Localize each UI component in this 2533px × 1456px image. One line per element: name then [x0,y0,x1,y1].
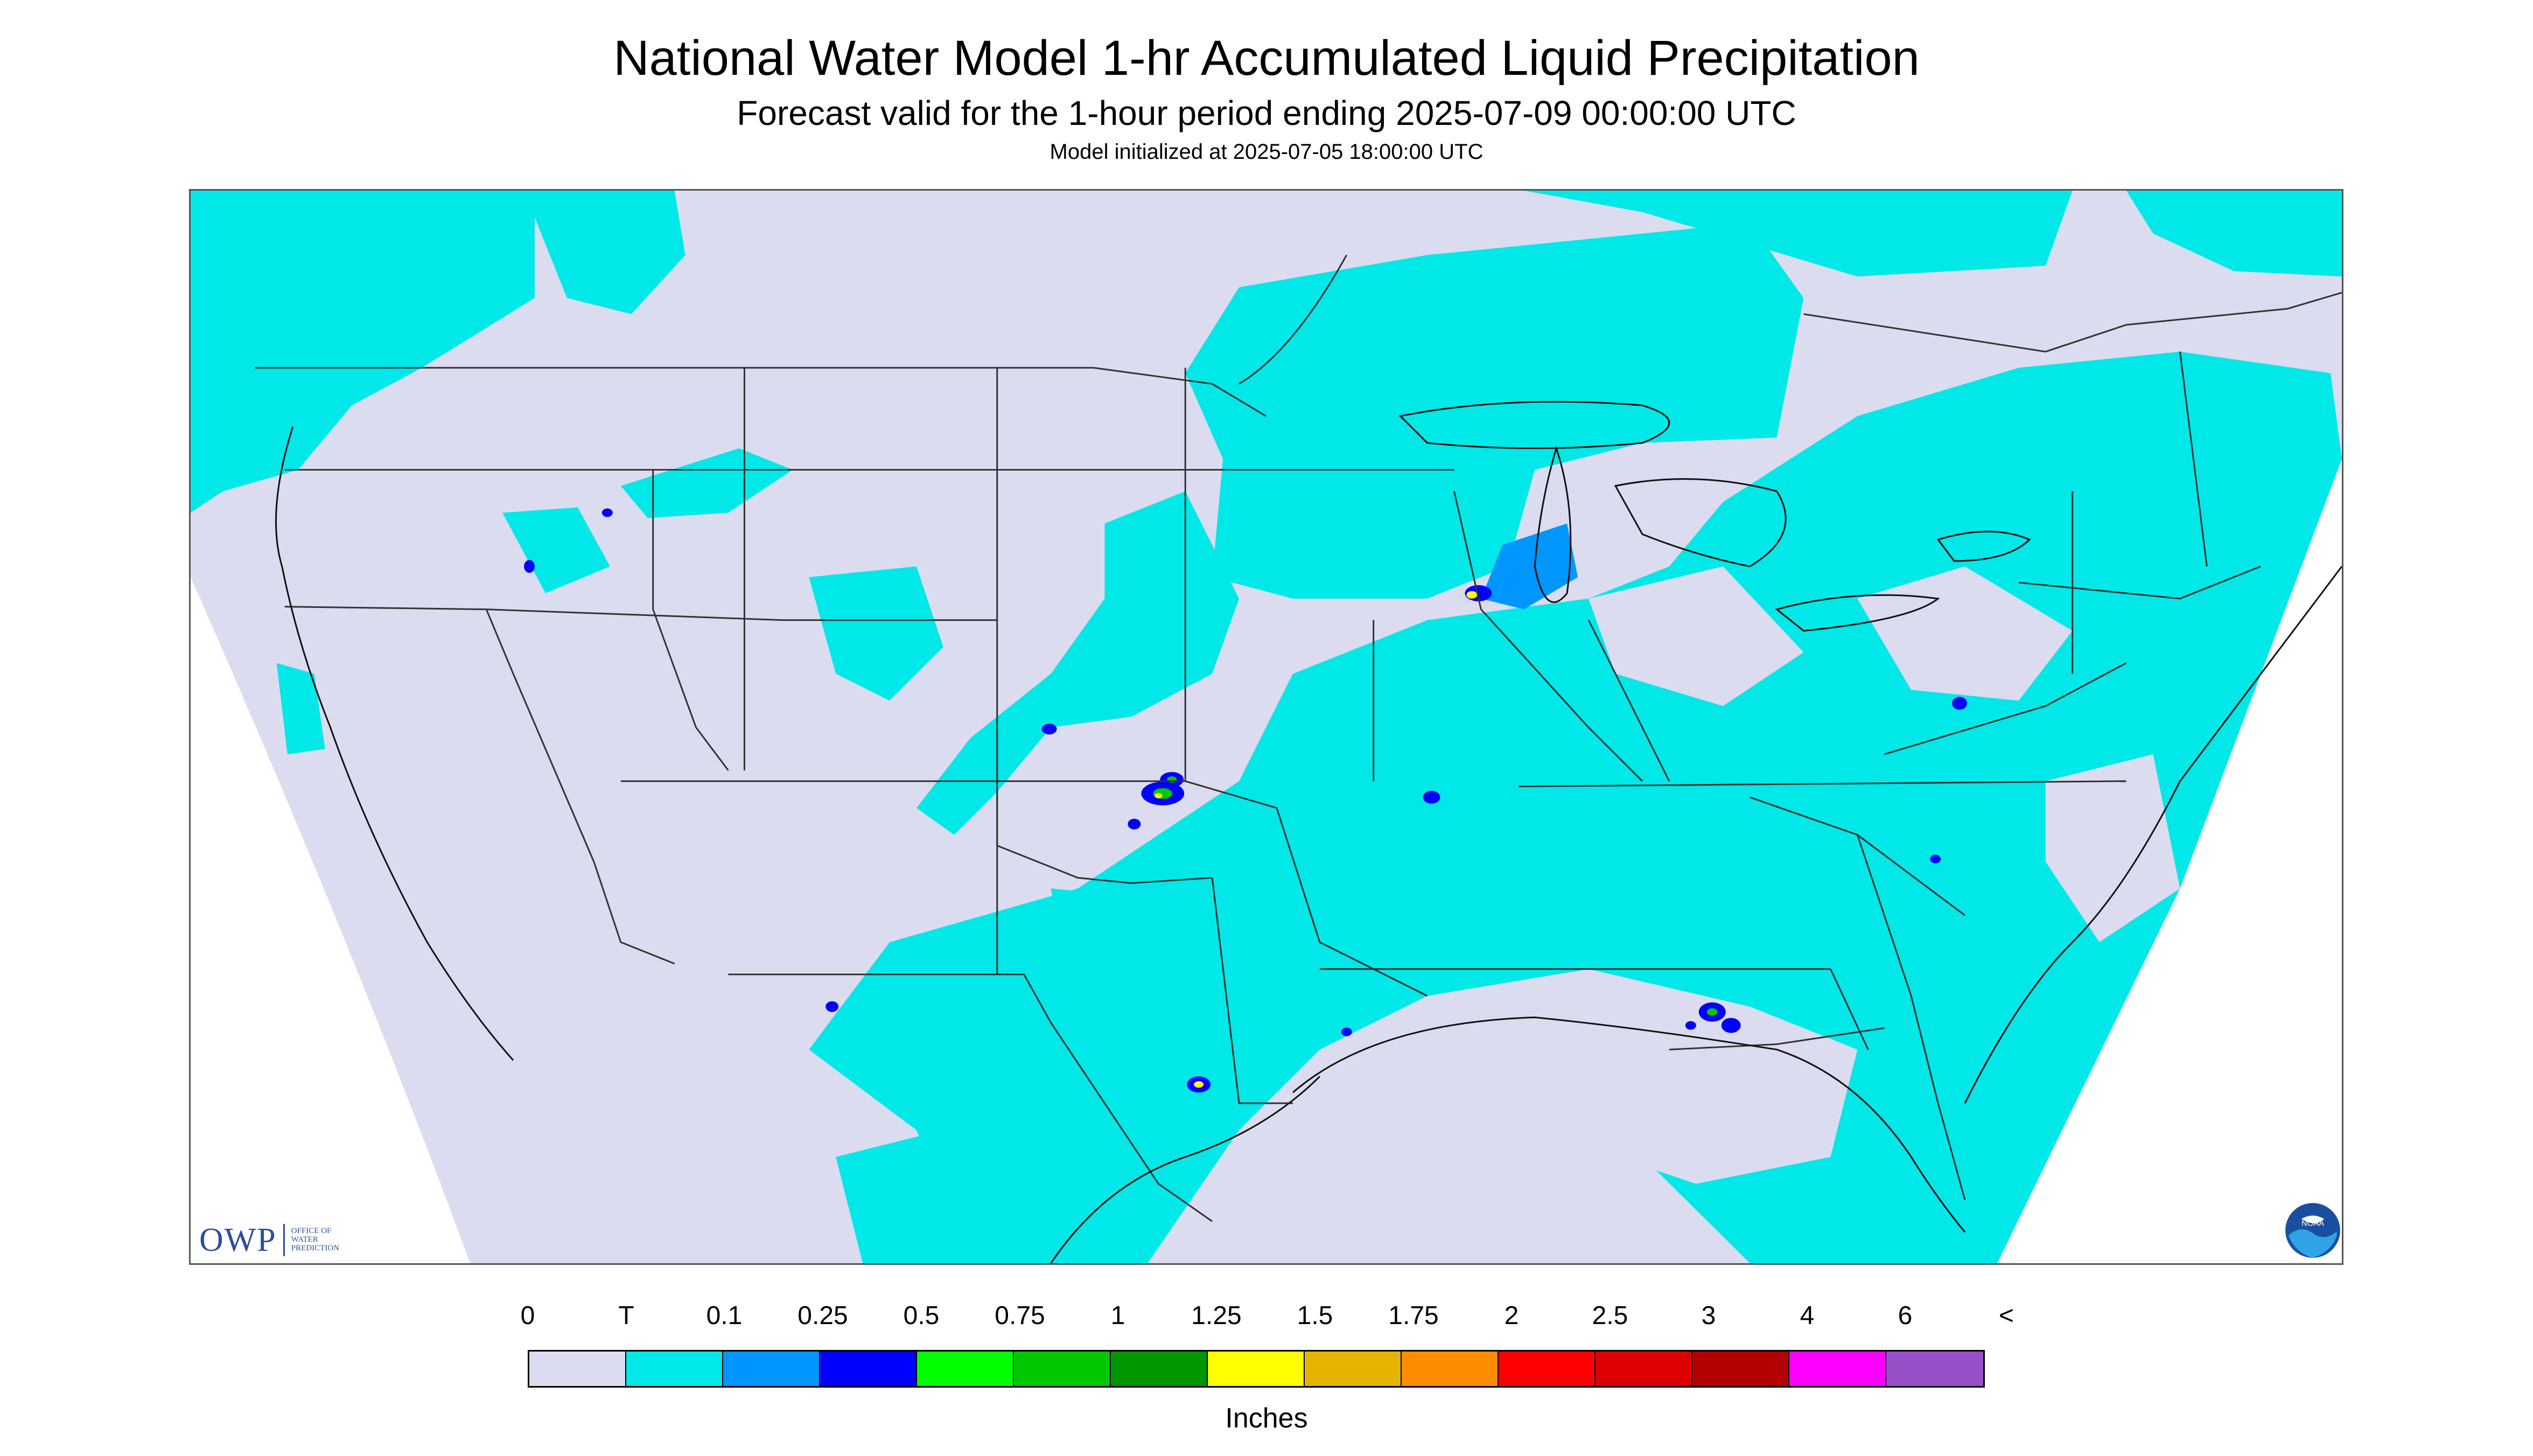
map-canvas [191,191,2342,1263]
moderate-precip-cores [524,508,1968,1093]
legend-label: 2 [1504,1301,1519,1330]
legend-label: T [618,1301,634,1330]
dry-areas [1427,566,2180,1184]
legend-swatch [1305,1352,1402,1386]
coastline [275,426,2342,1263]
model-initialized-text: Model initialized at 2025-07-05 18:00:00… [1049,140,1484,164]
legend-labels: 0 T 0.1 0.25 0.5 0.75 1 1.25 1.5 1.75 2 … [0,1303,2533,1335]
legend-label: 0.1 [706,1301,743,1330]
legend-label: 1 [1110,1301,1125,1330]
noaa-logo-text: NOAA [2301,1220,2324,1228]
legend-label: 0.75 [995,1301,1045,1330]
legend-colorbar [528,1350,1985,1388]
owp-subtext-line: WATER [291,1235,318,1244]
owp-subtext-line: PREDICTION [291,1243,339,1252]
owp-subtext-line: OFFICE OF [291,1227,332,1236]
legend-units-label: Inches [1225,1403,1308,1434]
great-lakes [1398,401,2031,632]
owp-logo-divider [283,1224,285,1256]
legend-label: < [1998,1301,2014,1330]
legend-label: 0.25 [797,1301,848,1330]
forecast-valid-subtitle: Forecast valid for the 1-hour period end… [737,94,1796,132]
owp-logo-subtext: OFFICE OF WATER PREDICTION [291,1227,339,1252]
map-title: National Water Model 1-hr Accumulated Li… [613,31,1920,86]
legend-swatch [1111,1352,1208,1386]
legend-swatch [1014,1352,1111,1386]
legend-swatch [1402,1352,1499,1386]
legend-label: 3 [1701,1301,1716,1330]
legend-swatch [723,1352,820,1386]
legend-swatch [1208,1352,1305,1386]
legend-swatch [917,1352,1014,1386]
legend-swatch [1499,1352,1596,1386]
precipitation-map [189,189,2343,1265]
legend-swatch [1692,1352,1789,1386]
legend-swatch [820,1352,917,1386]
legend-swatch [1886,1352,1983,1386]
legend-label: 2.5 [1592,1301,1628,1330]
legend-label: 1.5 [1297,1301,1333,1330]
legend-label: 0.5 [903,1301,940,1330]
owp-logo-text: OWP [199,1222,277,1258]
legend-label: 1.75 [1388,1301,1439,1330]
legend-label: 1.25 [1191,1301,1242,1330]
owp-logo: OWP OFFICE OF WATER PREDICTION [199,1221,339,1259]
legend-label: 6 [1898,1301,1913,1330]
boundary-lines [255,254,2342,1222]
noaa-logo: NOAA [2285,1203,2340,1258]
legend-label: 0 [520,1301,535,1330]
legend-swatch [1596,1352,1692,1386]
legend-label: 4 [1800,1301,1815,1330]
legend-swatch [626,1352,723,1386]
legend-swatch [1789,1352,1886,1386]
legend-swatch [529,1352,626,1386]
